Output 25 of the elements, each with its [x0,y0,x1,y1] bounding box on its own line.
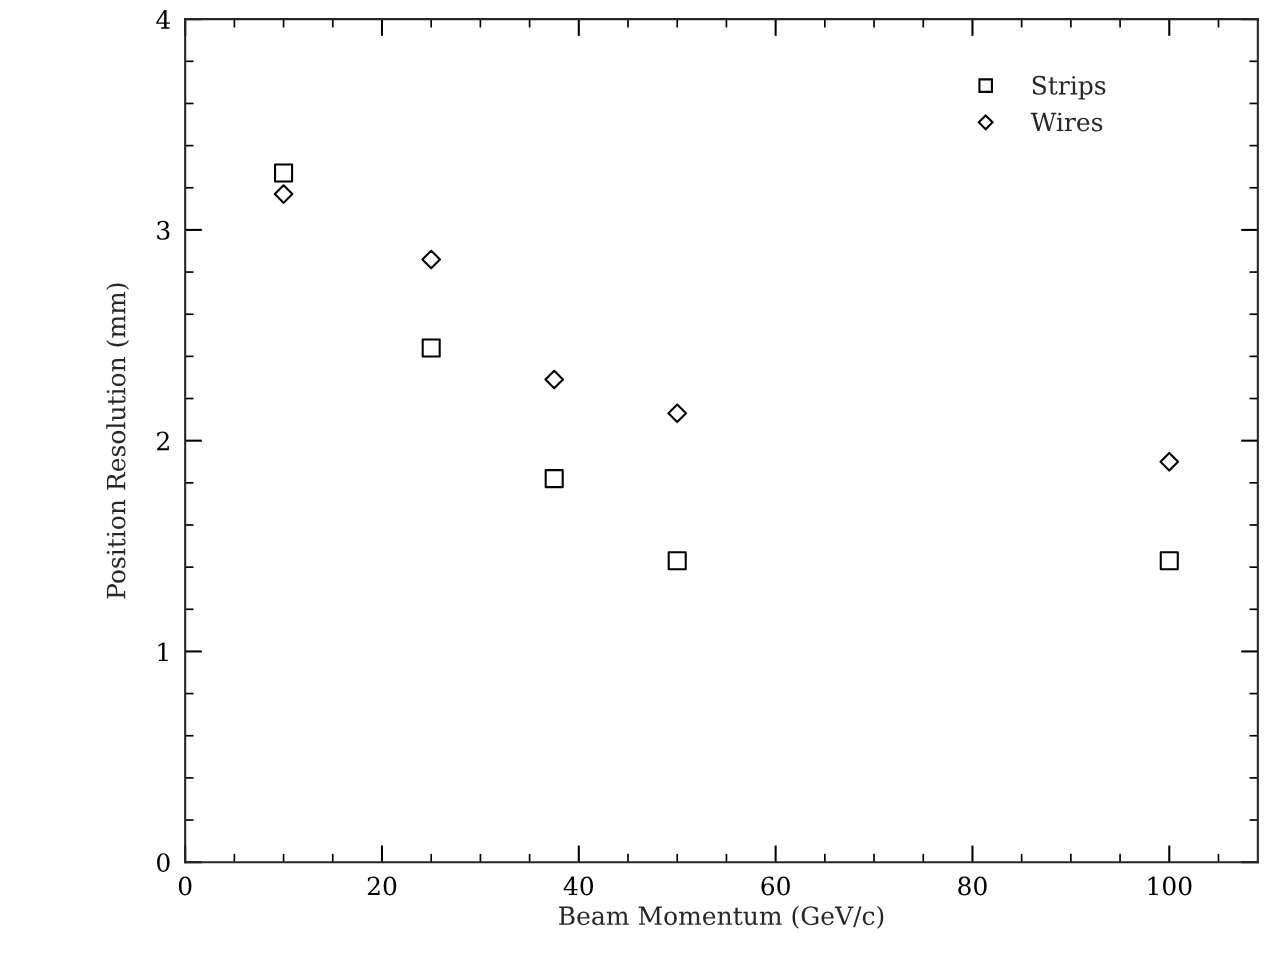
legend-label: Wires [1030,112,1103,132]
point [1159,451,1180,472]
point [1159,551,1179,571]
point [667,403,688,424]
y-tick-label: 3 [157,220,170,240]
y-tick-label: 0 [157,853,170,873]
point [421,249,442,270]
point [273,184,294,204]
y-tick-label: 1 [158,642,168,661]
legend-label: Strips [1032,75,1106,100]
point [544,369,565,390]
x-tick-label: 40 [563,876,594,896]
x-tick-label: 60 [761,876,790,896]
x-tick-label: 20 [367,876,397,896]
point [274,163,294,183]
x-axis-title: Beam Momentum (GeV/c) [559,905,884,929]
point [667,551,687,571]
y-tick-label: 2 [157,431,169,451]
point [544,469,564,489]
x-tick-label: 80 [958,876,987,896]
x-tick-label: 0 [178,876,192,896]
y-tick-label: 4 [156,10,171,29]
x-tick-label: 100 [1148,876,1192,896]
y-axis-title: Position Resolution (mm) [106,283,130,599]
point [421,338,441,358]
